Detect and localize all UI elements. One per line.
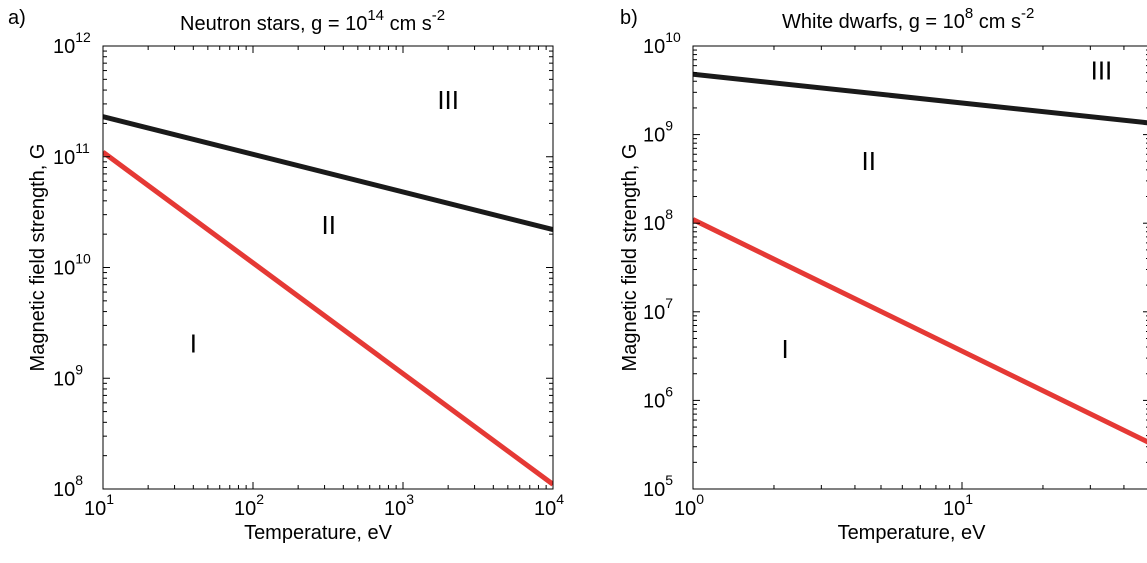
y-tick-label: 108 [53,472,83,501]
chart-panel-b: 100 101 105 106 107 108 109 1010 Temperature, eV… [619,5,1147,544]
region-label: I [190,329,197,359]
y-tick-label: 1011 [53,140,90,169]
x-tick-label: 104 [534,491,564,520]
upper-boundary-line [693,71,1147,126]
region-label: III [437,85,459,115]
y-axis-label: Magnetic field strength, G [619,144,641,372]
lower-boundary-line [103,150,553,487]
chart-panel-a: 101 102 103 104 108 109 1010 1011 1012 Temperatur… [8,7,564,544]
panel-label: a) [8,7,26,29]
y-tick-label: 109 [643,118,673,147]
upper-boundary-line [103,114,553,233]
y-tick-label: 1010 [643,29,681,58]
region-label: II [322,210,336,240]
x-tick-label: 101 [943,491,973,520]
region-label: I [781,334,788,364]
y-tick-label: 108 [643,206,673,235]
y-tick-label: 105 [643,472,673,501]
panel-label: b) [620,7,638,29]
y-tick-label: 106 [643,383,673,412]
x-tick-label: 103 [384,491,414,520]
chart-title: White dwarfs, g = 108 cm s-2 [782,5,1034,33]
x-axis-label: Temperature, eV [244,522,393,544]
y-tick-label: 109 [53,361,83,390]
region-label: II [861,146,875,176]
x-tick-label: 100 [674,491,704,520]
y-axis-label: Magnetic field strength, G [27,144,49,372]
plot-frame [692,45,1147,490]
x-tick-label: 101 [84,491,114,520]
lower-boundary-line [693,217,1147,445]
y-tick-label: 107 [643,295,673,324]
plot-frame [102,45,554,490]
x-tick-label: 102 [234,491,264,520]
x-axis-label: Temperature, eV [838,522,987,544]
region-label: III [1091,55,1113,85]
chart-title: Neutron stars, g = 1014 cm s-2 [180,7,445,35]
y-tick-label: 1010 [53,251,91,280]
y-tick-label: 1012 [53,29,91,58]
